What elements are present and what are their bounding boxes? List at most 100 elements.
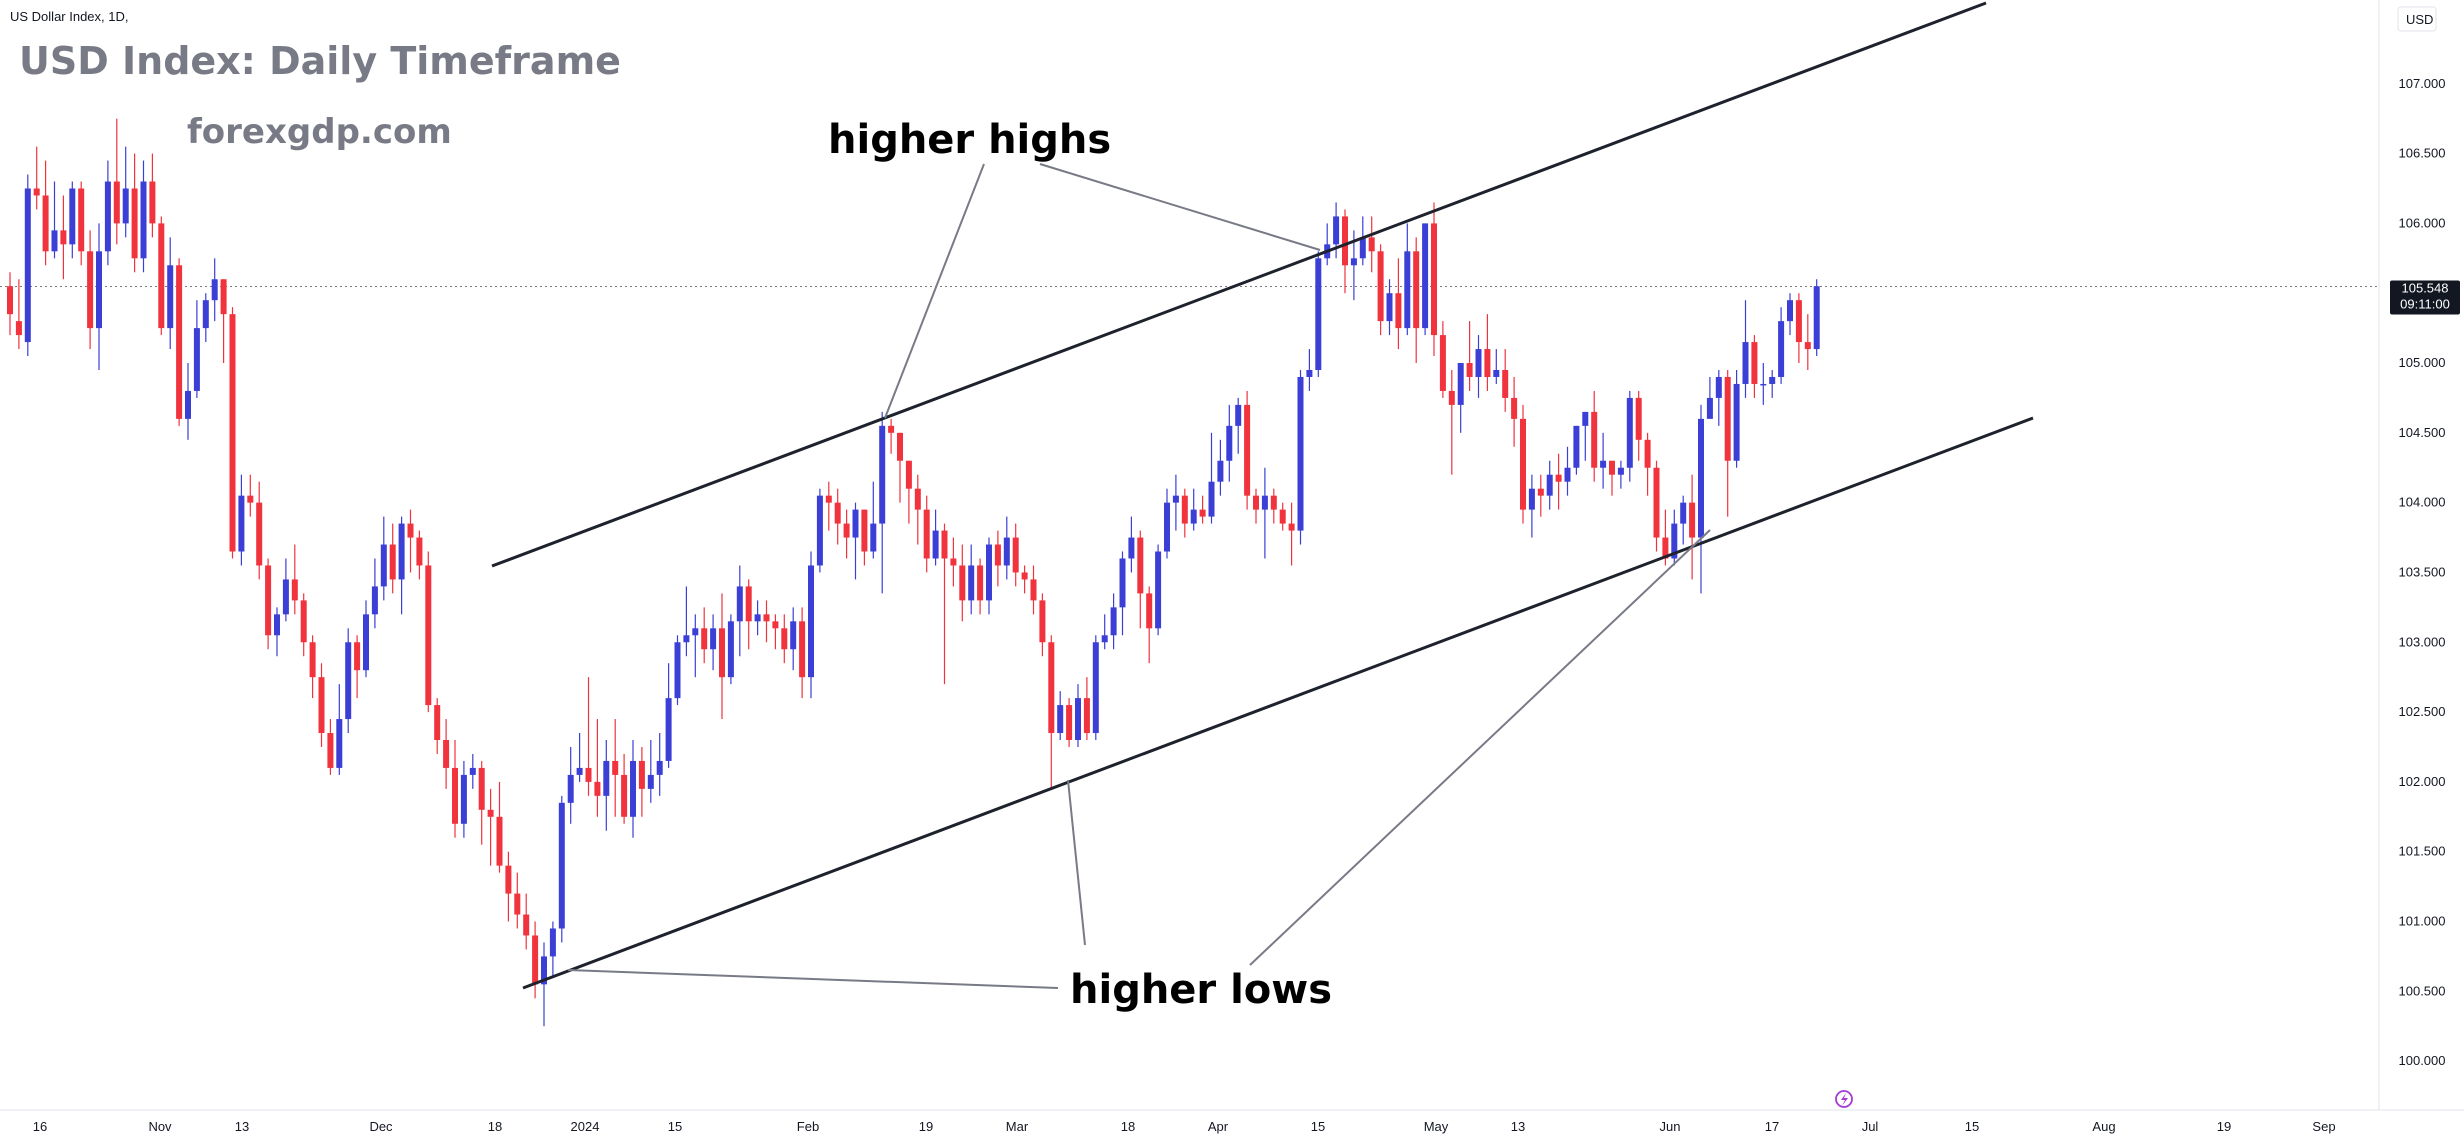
candle — [1733, 370, 1740, 468]
candle — [1422, 223, 1429, 336]
candle — [425, 551, 432, 713]
candle — [1199, 495, 1206, 524]
higher-highs-pointer — [1039, 163, 1321, 251]
candle — [843, 509, 850, 559]
candle-body — [469, 767, 476, 775]
candle — [1787, 293, 1793, 336]
candle-body — [1698, 418, 1704, 538]
candle — [1635, 390, 1642, 461]
candle-body — [24, 188, 31, 343]
candle-body — [1199, 509, 1206, 517]
candle — [727, 614, 734, 685]
candle — [87, 230, 94, 350]
candle-body — [1520, 418, 1526, 510]
candle-body — [1039, 600, 1046, 643]
candle — [630, 740, 636, 838]
y-tick-label: 106.500 — [2399, 146, 2446, 161]
candle-body — [994, 544, 1001, 566]
candle — [576, 733, 583, 782]
candle-body — [33, 188, 40, 196]
candle-body — [327, 733, 334, 768]
candle-body — [808, 565, 814, 678]
candle — [514, 872, 521, 929]
candle-body — [1609, 460, 1615, 475]
candle-body — [1769, 376, 1776, 384]
candle — [487, 788, 494, 866]
candle-body — [612, 760, 619, 775]
candle — [567, 746, 574, 824]
candle-body — [656, 760, 663, 775]
candle — [1110, 593, 1117, 650]
candle — [621, 753, 628, 824]
candle — [1244, 390, 1251, 510]
x-tick-label: Jul — [1862, 1119, 1879, 1134]
candle-body — [265, 565, 272, 636]
candle-body — [220, 279, 227, 315]
y-tick-label: 106.000 — [2399, 215, 2446, 230]
candle — [852, 502, 859, 580]
candle-body — [1537, 488, 1544, 496]
candle — [799, 607, 806, 699]
y-tick-label: 102.500 — [2399, 704, 2446, 719]
candle — [1030, 565, 1037, 615]
candle-body — [1092, 642, 1099, 734]
candle-body — [1742, 342, 1749, 384]
candle-body — [282, 579, 289, 615]
candle — [1760, 363, 1767, 405]
candle-body — [959, 565, 966, 601]
candle-body — [69, 188, 76, 245]
candle-body — [799, 621, 806, 678]
candle — [469, 753, 476, 789]
candle-body — [772, 621, 779, 629]
candle-body — [701, 628, 708, 650]
candle-body — [1466, 363, 1473, 377]
chart-title: USD Index: Daily Timeframe — [19, 39, 621, 83]
candle-body — [229, 314, 236, 552]
currency-badge[interactable]: USD — [2397, 6, 2437, 32]
candle — [1600, 432, 1607, 489]
candle-body — [1662, 537, 1669, 559]
candle-body — [763, 614, 770, 622]
candle — [389, 523, 396, 594]
candle-body — [158, 223, 165, 329]
candle — [443, 719, 450, 789]
candle — [193, 300, 200, 398]
candle — [638, 746, 645, 817]
x-tick-label: 19 — [919, 1119, 933, 1134]
candle-body — [202, 300, 209, 329]
candle — [238, 474, 245, 566]
candle-body — [274, 614, 280, 636]
candle — [950, 537, 957, 587]
candle — [336, 684, 343, 775]
candle — [986, 537, 992, 615]
candle — [1466, 321, 1473, 391]
candle-body — [1724, 376, 1731, 461]
candle — [1582, 411, 1589, 461]
candle-body — [594, 781, 601, 796]
candle — [363, 600, 369, 678]
candle-body — [843, 523, 850, 538]
candle — [398, 516, 405, 615]
candle — [1680, 495, 1687, 545]
higher-lows-pointer — [1067, 779, 1086, 946]
candle-body — [1030, 579, 1037, 601]
symbol-line: US Dollar Index, 1D, — [10, 9, 129, 24]
candle-body — [567, 774, 574, 803]
candle — [558, 795, 565, 943]
candle-body — [781, 628, 788, 650]
candle-body — [514, 893, 521, 915]
candle-body — [1172, 495, 1179, 503]
candle — [781, 614, 788, 664]
candle — [710, 614, 717, 671]
lightning-icon[interactable] — [1835, 1090, 1853, 1108]
candle — [371, 558, 378, 629]
candle — [968, 544, 975, 615]
candle — [1671, 509, 1678, 566]
candle — [229, 307, 236, 559]
candle-body — [1146, 593, 1153, 629]
candle — [265, 558, 272, 650]
candle — [1012, 523, 1019, 587]
candle-body — [1270, 495, 1277, 510]
candle — [1724, 370, 1731, 517]
candle-body — [416, 537, 423, 566]
